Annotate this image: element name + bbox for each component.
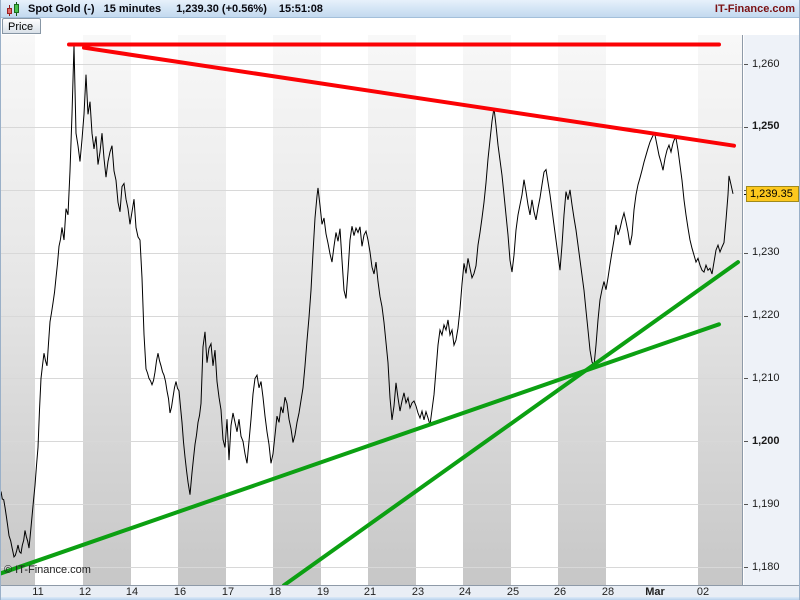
gridline-1210 [1,378,742,380]
trendline-support-steep[interactable] [282,260,740,585]
gridline-1180 [1,567,742,568]
day-session-stripe [698,35,742,585]
gridline-1230 [1,252,742,254]
trendline-resistance-descending[interactable] [82,45,736,148]
chart-area: © IT-Finance.com 1,260 1,250 1,230 1,220 1,2… [1,35,799,600]
day-session-stripe [1,35,35,585]
price-tick [744,126,748,128]
day-session-stripe [463,35,511,585]
price-label-1230: 1,230 [752,246,780,259]
price-line [1,45,734,558]
candlestick-icon [5,1,22,17]
price-label-1260: 1,260 [752,57,780,70]
time-label-26: 26 [553,586,567,598]
time-label-17: 17 [221,586,235,598]
time-label-23: 23 [411,586,425,598]
time-label-16: 16 [173,586,187,598]
price-label-1180: 1,180 [752,560,780,573]
plot-area[interactable]: © IT-Finance.com [1,35,743,585]
price-tick [744,378,748,380]
time-label-18: 18 [268,586,282,598]
day-session-stripe [178,35,226,585]
time-label-28: 28 [601,586,615,598]
price-tick [744,567,748,568]
window-bottom-edge [1,597,799,600]
day-session-stripe [368,35,416,585]
gridline-1220 [1,315,742,317]
time-label-24: 24 [458,586,472,598]
time-label-02: 02 [696,586,710,598]
current-price-tick [744,193,747,195]
price-label-1210: 1,210 [752,371,780,384]
title-bar: Spot Gold (-) 15 minutes 1,239.30 (+0.56… [1,0,799,18]
time-label-11: 11 [32,586,44,598]
price-label-1250: 1,250 [752,120,780,133]
copyright-watermark: © IT-Finance.com [4,564,91,576]
price-label-1220: 1,220 [752,309,780,321]
gridline-1250 [1,126,742,128]
brand-label: IT-Finance.com [714,2,795,15]
day-session-stripe [273,35,321,585]
last-quote: 1,239.30 (+0.56%) [176,2,267,15]
gridline-1200 [1,441,742,443]
time-label-12: 12 [78,586,92,598]
trendline-support-shallow[interactable] [1,322,721,576]
price-tick [744,252,748,254]
instrument-name: Spot Gold (-) [28,2,95,15]
time-label-21: 21 [363,586,377,598]
tab-row: Price [1,18,799,35]
price-label-1190: 1,190 [752,497,780,510]
timeframe-label: 15 minutes [103,2,162,15]
quote-time: 15:51:08 [278,2,323,15]
price-chart [1,42,740,585]
gridline-1260 [1,64,742,65]
price-tick [744,315,748,317]
price-tick [744,64,748,65]
time-label-19: 19 [316,586,330,598]
gridline-1240 [1,189,742,191]
price-tick [744,441,748,443]
time-axis[interactable]: 11 12 14 16 17 18 19 21 23 24 25 26 28 Mar 02 [1,585,799,598]
time-label-14: 14 [125,586,139,598]
current-price-tag: 1,239.35 [746,185,799,202]
time-label-25: 25 [506,586,520,598]
price-axis[interactable]: 1,260 1,250 1,230 1,220 1,210 1,200 1,190 1,180… [744,35,799,585]
time-label-Mar: Mar [645,586,665,598]
day-session-stripe [83,35,131,585]
tab-price[interactable]: Price [2,18,42,34]
price-tick [744,504,748,506]
price-label-1200: 1,200 [752,434,780,447]
gridline-1190 [1,504,742,506]
